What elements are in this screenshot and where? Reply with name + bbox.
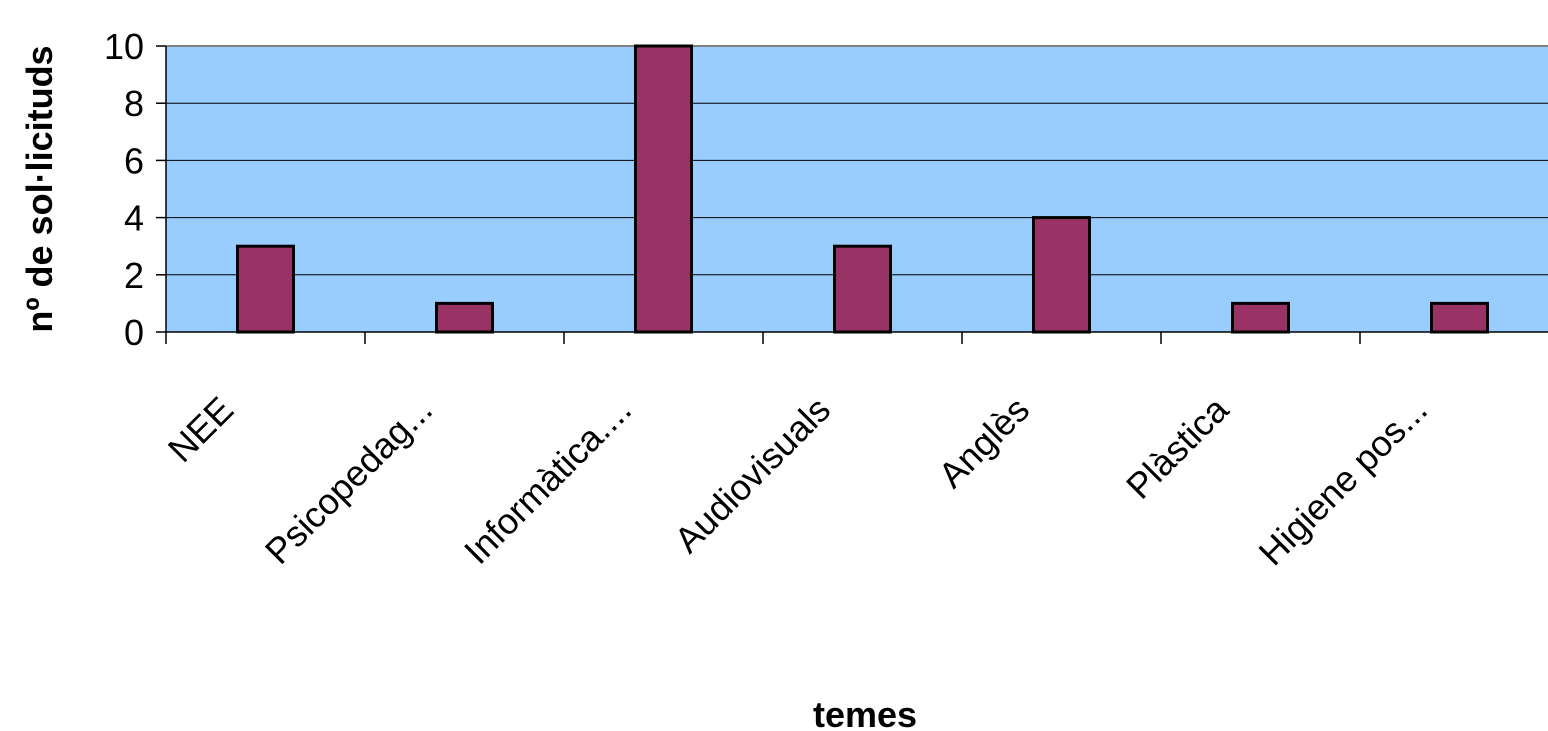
bar-0 — [236, 244, 295, 334]
bar-6 — [1430, 301, 1489, 334]
y-tick-labels: 0 2 4 6 8 10 — [104, 26, 144, 353]
x-tick-label-5: Plàstica — [1118, 388, 1237, 507]
axes — [156, 45, 1548, 344]
x-tick-label-4: Anglès — [930, 389, 1037, 496]
gridlines — [166, 45, 1548, 276]
x-tick-label-1: Psicopedag... — [257, 389, 440, 572]
bar-2 — [634, 44, 693, 334]
y-tick-label-4: 8 — [124, 83, 144, 124]
y-tick-label-0: 0 — [124, 312, 144, 353]
y-tick-label-5: 10 — [104, 26, 144, 67]
x-tick-label-0: NEE — [160, 389, 241, 470]
y-tick-label-1: 2 — [124, 255, 144, 296]
bar-4 — [1032, 216, 1091, 334]
x-tick-label-6: Higiene pos... — [1251, 389, 1436, 574]
y-tick-label-2: 4 — [124, 198, 144, 239]
y-tick-label-3: 6 — [124, 140, 144, 181]
x-tick-label-3: Audiovisuals — [666, 389, 838, 561]
x-axis-title: temes — [813, 694, 917, 731]
y-axis-title: nº de sol·licituds — [19, 45, 60, 332]
bar-5 — [1231, 301, 1290, 334]
bar-1 — [435, 301, 494, 334]
x-tick-label-2: Informàtica.... — [456, 389, 639, 572]
bars — [236, 44, 1489, 334]
x-tick-labels: NEE Psicopedag... Informàtica.... Audiovisu… — [160, 388, 1435, 573]
bar-3 — [833, 244, 892, 334]
